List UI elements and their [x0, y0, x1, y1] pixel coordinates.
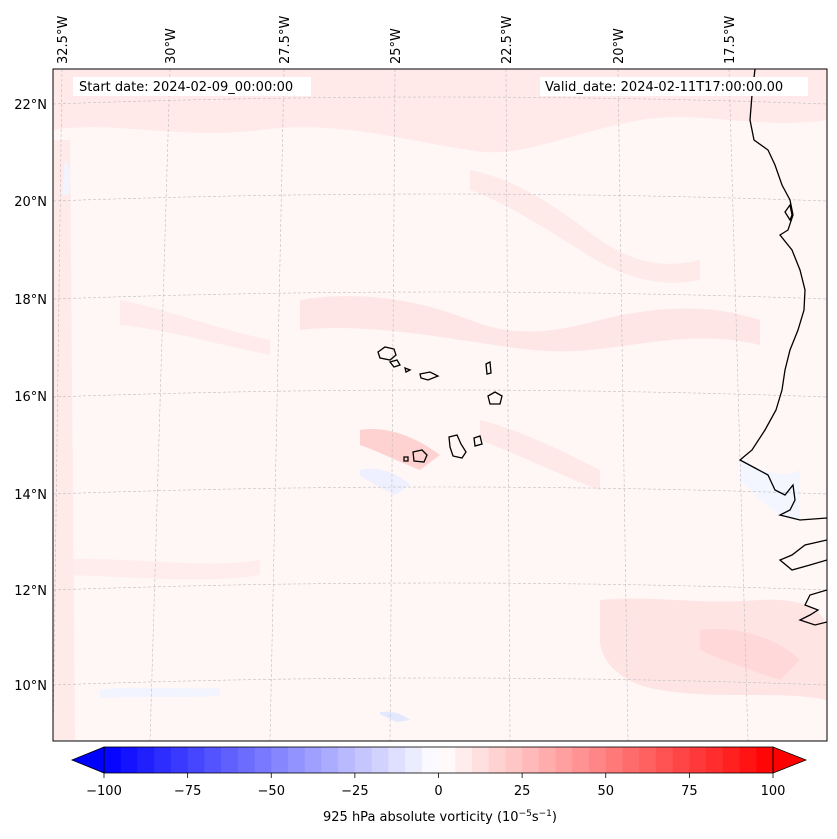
colorbar-cell: [304, 747, 322, 773]
colorbar-cell: [354, 747, 373, 773]
colorbar-cells: [104, 747, 774, 773]
colorbar-cell: [254, 747, 272, 773]
lon-label: 32.5°W: [56, 16, 71, 64]
lon-label: 22.5°W: [500, 16, 515, 64]
lat-label: 10°N: [14, 679, 47, 694]
colorbar-cell: [471, 747, 490, 773]
colorbar-ticks: −100 −75 −50 −25 0 25 50 75 100: [86, 773, 785, 799]
colorbar-tick-label: 75: [681, 784, 698, 799]
lat-label: 18°N: [14, 293, 47, 308]
colorbar-cell: [120, 747, 138, 773]
colorbar-cell: [589, 747, 607, 773]
colorbar-tick-label: −75: [174, 784, 201, 799]
colorbar-cell: [622, 747, 640, 773]
colorbar-tick-label: −50: [258, 784, 285, 799]
colorbar-cell: [405, 747, 423, 773]
valid-date-box: [540, 77, 808, 96]
colorbar-cell: [655, 747, 674, 773]
colorbar-cell: [321, 747, 339, 773]
colorbar-cell: [455, 747, 473, 773]
colorbar-cell: [572, 747, 590, 773]
colorbar-cell: [204, 747, 222, 773]
colorbar-cell: [538, 747, 557, 773]
colorbar: −100 −75 −50 −25 0 25 50 75 100 925 hPa absolute…: [70, 746, 808, 825]
colorbar-cell: [505, 747, 523, 773]
lat-label: 14°N: [14, 488, 47, 503]
colorbar-tick-label: −100: [86, 784, 122, 799]
colorbar-cell: [488, 747, 506, 773]
colorbar-high-extension: [772, 746, 808, 774]
colorbar-tick-label: −25: [341, 784, 368, 799]
start-date-box: [73, 77, 311, 96]
colorbar-cell: [170, 747, 189, 773]
colorbar-cell: [187, 747, 205, 773]
colorbar-cell: [338, 747, 356, 773]
lat-label: 16°N: [14, 390, 47, 405]
colorbar-cell: [271, 747, 289, 773]
colorbar-cell: [639, 747, 657, 773]
colorbar-cell: [722, 747, 741, 773]
colorbar-label: 925 hPa absolute vorticity (10−5s−1): [323, 809, 557, 825]
colorbar-cell: [137, 747, 155, 773]
colorbar-cell: [104, 747, 122, 773]
colorbar-cell: [287, 747, 306, 773]
colorbar-cell: [421, 747, 440, 773]
colorbar-cell: [689, 747, 707, 773]
colorbar-cell: [237, 747, 256, 773]
colorbar-cell: [756, 747, 774, 773]
colorbar-cell: [555, 747, 573, 773]
map-frame: [52, 68, 828, 742]
latitude-labels: 22°N 20°N 18°N 16°N 14°N 12°N 10°N: [14, 98, 47, 694]
colorbar-tick-label: 100: [761, 784, 786, 799]
graticule: [53, 69, 827, 741]
lon-label: 30°W: [164, 28, 179, 64]
lat-label: 20°N: [14, 195, 47, 210]
lon-label: 20°W: [612, 28, 627, 64]
colorbar-cell: [706, 747, 724, 773]
colorbar-cell: [522, 747, 540, 773]
colorbar-tick-label: 25: [514, 784, 531, 799]
longitude-labels: 32.5°W 30°W 27.5°W 25°W 22.5°W 20°W 17.5…: [56, 16, 738, 64]
lon-label: 25°W: [389, 28, 404, 64]
colorbar-cell: [388, 747, 406, 773]
colorbar-tick-label: 50: [597, 784, 614, 799]
colorbar-cell: [438, 747, 456, 773]
colorbar-low-extension: [70, 746, 105, 774]
colorbar-cell: [221, 747, 239, 773]
start-date-label: Start date: 2024-02-09_00:00:00: [79, 80, 293, 95]
lon-label: 17.5°W: [723, 16, 738, 64]
vorticity-field: [53, 69, 827, 741]
lon-label: 27.5°W: [278, 16, 293, 64]
colorbar-cell: [371, 747, 389, 773]
lat-label: 12°N: [14, 584, 47, 599]
colorbar-cell: [739, 747, 757, 773]
colorbar-cell: [154, 747, 172, 773]
valid-date-label: Valid_date: 2024-02-11T17:00:00.00: [545, 80, 783, 95]
colorbar-tick-label: 0: [434, 784, 442, 799]
colorbar-cell: [605, 747, 623, 773]
lat-label: 22°N: [14, 98, 47, 113]
colorbar-cell: [672, 747, 690, 773]
coastline: [377, 69, 827, 626]
